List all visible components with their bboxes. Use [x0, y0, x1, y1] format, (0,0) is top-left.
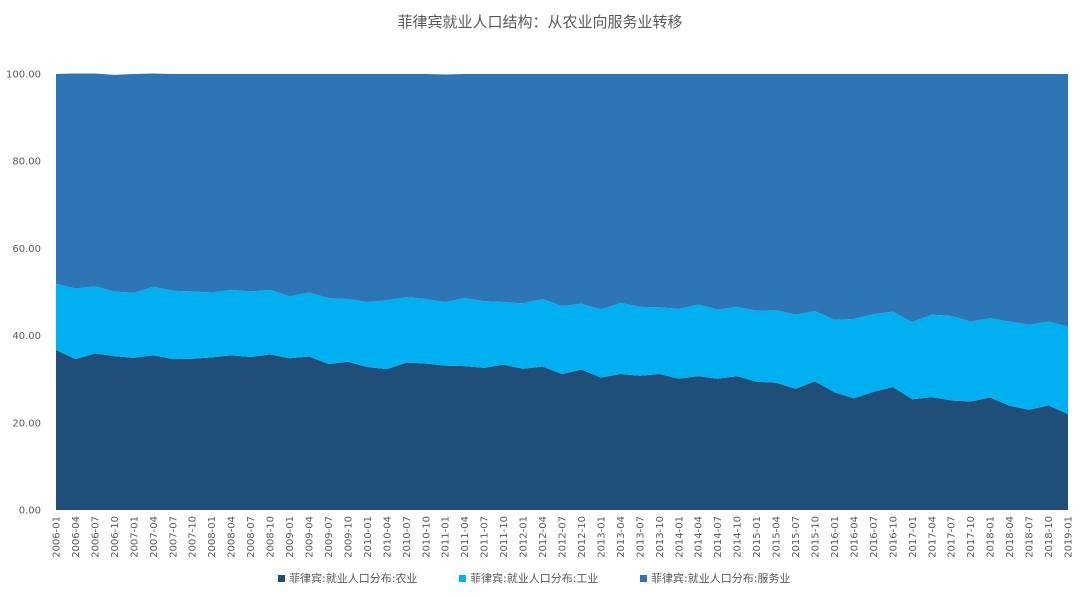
x-tick-label: 2016-01	[830, 516, 841, 558]
x-tick-label: 2017-07	[947, 516, 958, 558]
legend-label: 菲律宾:就业人口分布:工业	[470, 571, 598, 585]
x-tick-label: 2015-01	[752, 516, 763, 558]
x-tick-label: 2012-04	[538, 516, 549, 558]
y-tick-label: 20.00	[12, 418, 41, 429]
legend-label: 菲律宾:就业人口分布:农业	[289, 571, 417, 585]
x-tick-label: 2015-07	[791, 516, 802, 558]
x-tick-label: 2006-10	[110, 516, 121, 558]
legend-item: 菲律宾:就业人口分布:服务业	[640, 571, 790, 585]
x-tick-label: 2012-07	[558, 516, 569, 558]
x-tick-label: 2010-10	[421, 516, 432, 558]
series-area-1	[56, 283, 1068, 415]
x-tick-label: 2017-10	[966, 516, 977, 558]
x-tick-label: 2013-01	[596, 516, 607, 558]
y-tick-label: 80.00	[12, 157, 41, 168]
legend: 菲律宾:就业人口分布:农业 菲律宾:就业人口分布:工业 菲律宾:就业人口分布:服务业	[278, 571, 790, 585]
x-tick-label: 2011-01	[441, 516, 452, 558]
y-tick-label: 0.00	[19, 506, 41, 517]
x-tick-label: 2014-04	[694, 516, 705, 558]
legend-item: 菲律宾:就业人口分布:工业	[459, 571, 598, 585]
x-tick-label: 2008-10	[266, 516, 277, 558]
x-tick-label: 2016-04	[849, 516, 860, 558]
x-tick-label: 2019-01	[1064, 516, 1075, 558]
x-tick-label: 2017-01	[908, 516, 919, 558]
x-tick-label: 2011-07	[480, 516, 491, 558]
x-tick-label: 2013-04	[616, 516, 627, 558]
legend-swatch	[278, 575, 285, 582]
y-axis: 0.00 20.00 40.00 60.00 80.00 100.00	[6, 70, 41, 517]
legend-swatch	[640, 575, 647, 582]
x-tick-label: 2013-10	[655, 516, 666, 558]
x-tick-label: 2009-01	[285, 516, 296, 558]
x-tick-label: 2018-10	[1044, 516, 1055, 558]
x-tick-label: 2017-04	[927, 516, 938, 558]
x-tick-label: 2010-07	[402, 516, 413, 558]
x-tick-label: 2007-07	[168, 516, 179, 558]
x-tick-label: 2016-10	[888, 516, 899, 558]
x-tick-label: 2014-07	[713, 516, 724, 558]
x-tick-label: 2015-04	[772, 516, 783, 558]
x-tick-label: 2016-07	[869, 516, 880, 558]
x-tick-label: 2018-01	[986, 516, 997, 558]
x-tick-label: 2008-01	[207, 516, 218, 558]
y-tick-label: 100.00	[6, 70, 41, 81]
x-tick-label: 2009-07	[324, 516, 335, 558]
legend-swatch	[459, 575, 466, 582]
x-tick-label: 2006-01	[52, 516, 63, 558]
x-tick-label: 2006-07	[90, 516, 101, 558]
y-tick-label: 60.00	[12, 244, 41, 255]
x-tick-label: 2012-10	[577, 516, 588, 558]
legend-label: 菲律宾:就业人口分布:服务业	[651, 571, 790, 585]
legend-item: 菲律宾:就业人口分布:农业	[278, 571, 417, 585]
x-tick-label: 2009-04	[305, 516, 316, 558]
x-tick-label: 2012-01	[519, 516, 530, 558]
x-tick-label: 2007-04	[149, 516, 160, 558]
x-tick-label: 2007-01	[129, 516, 140, 558]
chart-title: 菲律宾就业人口结构：从农业向服务业转移	[397, 13, 682, 31]
x-tick-label: 2018-07	[1025, 516, 1036, 558]
x-tick-label: 2010-04	[382, 516, 393, 558]
x-tick-label: 2013-07	[635, 516, 646, 558]
x-tick-label: 2010-01	[363, 516, 374, 558]
x-tick-label: 2009-10	[343, 516, 354, 558]
y-tick-label: 40.00	[12, 331, 41, 342]
x-axis: 2006-01 2006-04 2006-07 2006-10 2007-01 2007-…	[52, 516, 1075, 558]
area-layer	[56, 73, 1068, 510]
x-tick-label: 2008-07	[246, 516, 257, 558]
x-tick-label: 2018-04	[1005, 516, 1016, 558]
series-area-2	[56, 73, 1068, 327]
x-tick-label: 2014-10	[733, 516, 744, 558]
x-tick-label: 2006-04	[71, 516, 82, 558]
x-tick-label: 2014-01	[674, 516, 685, 558]
series-area-0	[56, 349, 1068, 510]
x-tick-label: 2015-10	[811, 516, 822, 558]
x-tick-label: 2008-04	[227, 516, 238, 558]
x-tick-label: 2011-04	[460, 516, 471, 558]
x-tick-label: 2007-10	[188, 516, 199, 558]
x-tick-label: 2011-10	[499, 516, 510, 558]
